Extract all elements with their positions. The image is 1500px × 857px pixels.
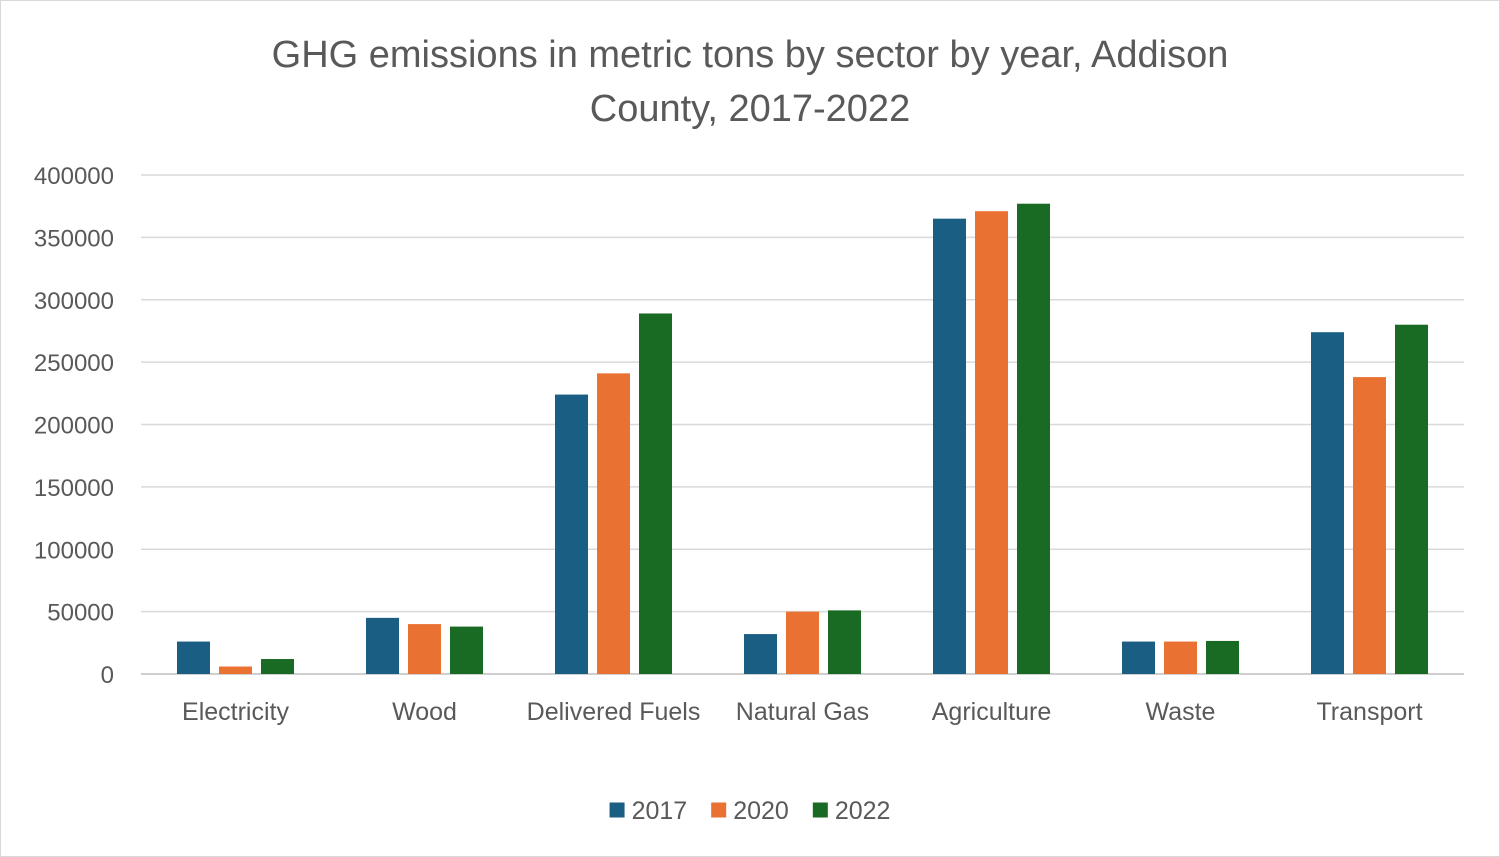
bar-2017-waste <box>1122 641 1155 674</box>
bar-2022-electricity <box>261 659 294 674</box>
chart-title-line-2: County, 2017-2022 <box>590 88 910 130</box>
y-tick-label: 350000 <box>34 225 114 252</box>
bar-2022-waste <box>1206 640 1239 674</box>
y-tick-label: 0 <box>101 662 114 689</box>
bar-2022-delivered-fuels <box>639 313 672 674</box>
bar-2017-natural-gas <box>744 634 777 674</box>
chart-title-line-1: GHG emissions in metric tons by sector b… <box>272 34 1229 76</box>
x-category-label: Agriculture <box>932 698 1052 726</box>
legend-label-2020: 2020 <box>733 797 789 825</box>
x-category-label: Waste <box>1146 698 1216 726</box>
y-tick-label: 100000 <box>34 537 114 564</box>
bar-2020-waste <box>1164 641 1197 674</box>
legend-swatch-2020 <box>711 802 727 818</box>
bar-2017-electricity <box>177 641 210 674</box>
bar-2022-transport <box>1395 324 1428 674</box>
bar-2020-natural-gas <box>786 611 819 674</box>
bar-2017-transport <box>1311 332 1344 674</box>
bars <box>177 203 1428 675</box>
bar-2017-delivered-fuels <box>555 394 588 674</box>
bar-2022-natural-gas <box>828 610 861 674</box>
bar-2017-agriculture <box>933 218 966 674</box>
x-category-label: Delivered Fuels <box>527 698 701 726</box>
y-axis-tick-labels: 0 50000 100000 150000 200000 250000 300000 3500… <box>34 163 114 689</box>
x-category-label: Electricity <box>182 698 289 726</box>
x-category-label: Transport <box>1316 698 1422 726</box>
bar-2020-transport <box>1353 377 1386 674</box>
y-tick-label: 50000 <box>47 600 114 627</box>
legend-swatch-2017 <box>609 802 625 818</box>
gridlines <box>141 174 1464 675</box>
y-tick-label: 250000 <box>34 350 114 377</box>
legend-swatch-2022 <box>812 802 828 818</box>
legend-label-2017: 2017 <box>632 797 688 825</box>
bar-2022-wood <box>450 626 483 674</box>
bar-2020-electricity <box>219 666 252 674</box>
x-category-label: Natural Gas <box>736 698 869 726</box>
legend-label-2022: 2022 <box>835 797 891 825</box>
y-tick-label: 400000 <box>34 163 114 190</box>
y-tick-label: 300000 <box>34 288 114 315</box>
bar-2022-agriculture <box>1017 203 1050 674</box>
y-tick-label: 200000 <box>34 413 114 440</box>
legend: 2017 2020 2022 <box>609 797 891 825</box>
y-tick-label: 150000 <box>34 475 114 502</box>
bar-2017-wood <box>366 617 399 674</box>
x-axis-category-labels: Electricity Wood Delivered Fuels Natural Ga… <box>182 698 1423 726</box>
bar-2020-wood <box>408 624 441 674</box>
bar-2020-delivered-fuels <box>597 373 630 674</box>
bar-2020-agriculture <box>975 211 1008 675</box>
x-category-label: Wood <box>392 698 457 726</box>
